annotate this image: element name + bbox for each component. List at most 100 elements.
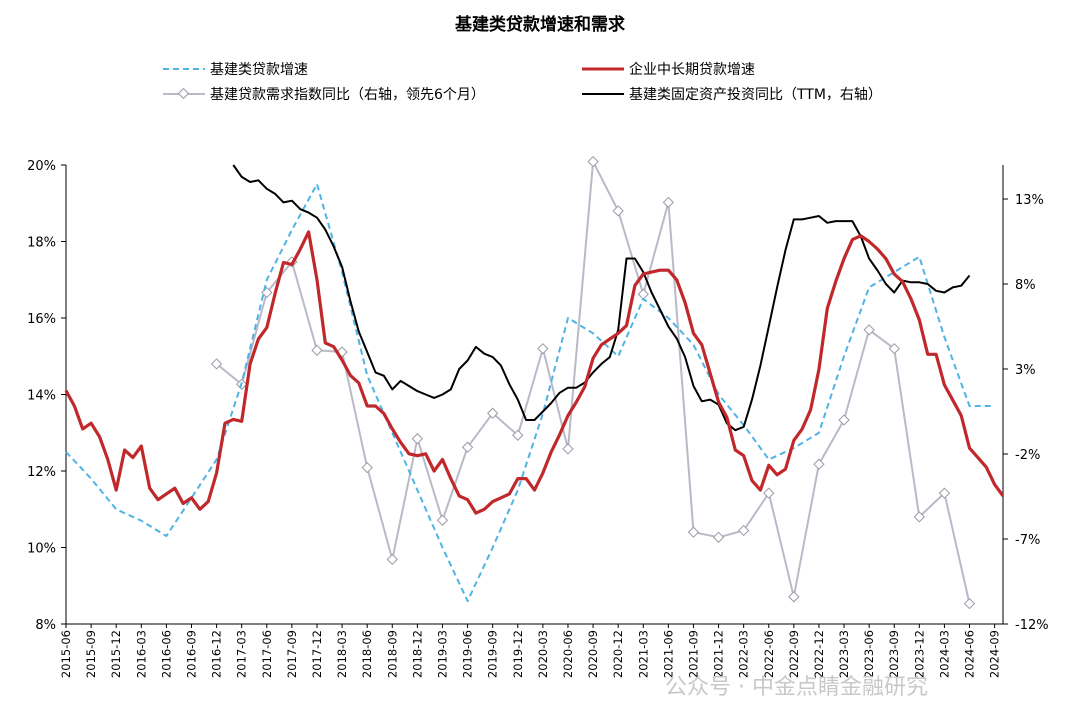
x-tick-label: 2022-03 (737, 630, 751, 678)
legend: 基建类贷款增速 企业中长期贷款增速 基建贷款需求指数同比（右轴，领先6个月） 基… (163, 61, 882, 103)
x-tick-label: 2021-06 (661, 630, 675, 678)
x-tick-label: 2022-09 (787, 630, 801, 678)
x-tick-label: 2015-06 (59, 630, 73, 678)
data-point (562, 443, 574, 455)
x-tick-label: 2016-03 (134, 630, 148, 678)
legend-item-infra-fai: 基建类固定资产投资同比（TTM，右轴） (582, 86, 882, 103)
data-point (888, 342, 900, 355)
data-point (210, 358, 223, 370)
data-point (587, 155, 599, 168)
x-tick-label: 2016-12 (210, 630, 224, 678)
x-tick-label: 2017-06 (260, 630, 274, 678)
data-point (863, 324, 875, 336)
x-tick-label: 2024-09 (988, 630, 1002, 678)
data-point (913, 511, 925, 523)
left-tick-label: 16% (27, 312, 56, 327)
data-point (712, 531, 725, 543)
x-tick-label: 2024-06 (963, 630, 977, 678)
plot-area (64, 155, 1005, 610)
legend-label: 基建类固定资产投资同比（TTM，右轴） (629, 86, 882, 103)
series-line (232, 164, 971, 432)
x-tick-label: 2020-09 (586, 630, 600, 678)
data-point (963, 597, 976, 610)
x-tick-label: 2023-09 (887, 630, 901, 678)
left-tick-label: 14% (27, 389, 56, 404)
legend-item-infra-loan-growth: 基建类贷款增速 (163, 61, 308, 78)
x-tick-label: 2018-06 (360, 630, 374, 678)
data-point (537, 342, 549, 355)
left-tick-label: 10% (27, 542, 56, 557)
left-tick-label: 12% (27, 465, 56, 480)
x-tick-label: 2024-03 (937, 630, 951, 678)
diamond-marker-icon (177, 87, 190, 100)
right-tick-label: -2% (1015, 448, 1040, 463)
data-point (737, 524, 750, 537)
x-tick-label: 2017-09 (285, 630, 299, 678)
data-point (763, 487, 775, 499)
data-point (436, 514, 449, 526)
x-tick-label: 2019-09 (486, 630, 500, 678)
right-tick-label: 13% (1015, 193, 1044, 208)
legend-item-corp-loan-growth: 企业中长期贷款增速 (582, 61, 755, 78)
data-point (938, 487, 951, 499)
x-tick-label: 2022-06 (762, 630, 776, 678)
x-tick-label: 2021-12 (712, 630, 726, 678)
x-tick-label: 2015-12 (109, 630, 123, 678)
legend-label: 基建类贷款增速 (210, 61, 308, 78)
x-tick-label: 2022-12 (812, 630, 826, 678)
data-point (461, 441, 474, 453)
legend-label: 基建贷款需求指数同比（右轴，领先6个月） (210, 86, 485, 103)
legend-item-loan-demand-index: 基建贷款需求指数同比（右轴，领先6个月） (163, 86, 485, 103)
series-line (64, 230, 1005, 515)
data-point (311, 344, 323, 356)
data-point (386, 553, 398, 566)
x-tick-label: 2018-03 (335, 630, 349, 678)
x-tick-label: 2017-12 (310, 630, 324, 678)
right-tick-label: 8% (1015, 278, 1036, 293)
data-point (411, 433, 424, 445)
data-point (612, 205, 624, 217)
left-tick-label: 20% (27, 159, 56, 174)
x-tick-label: 2021-03 (636, 630, 650, 678)
left-tick-label: 18% (27, 236, 56, 251)
axes: 8% 10% 12% 14% 16% 18% 20% -12% -7% -2% 3% 8% 13% 201… (27, 159, 1049, 678)
x-tick-label: 2023-12 (912, 630, 926, 678)
x-tick-label: 2016-06 (159, 630, 173, 678)
series-infra-fai (232, 164, 971, 432)
x-tick-label: 2021-09 (686, 630, 700, 678)
right-tick-label: -12% (1015, 618, 1049, 633)
legend-label: 企业中长期贷款增速 (629, 61, 755, 78)
x-tick-label: 2019-12 (511, 630, 525, 678)
x-tick-label: 2018-12 (410, 630, 424, 678)
x-tick-label: 2019-03 (435, 630, 449, 678)
watermark: 公众号 · 中金点睛金融研究 (665, 675, 928, 700)
data-point (788, 591, 800, 603)
data-point (512, 429, 524, 441)
left-tick-label: 8% (35, 618, 56, 633)
series-line (65, 183, 995, 603)
series-infra-loan-growth (65, 183, 995, 603)
data-point (487, 407, 499, 419)
right-tick-label: -7% (1015, 533, 1040, 548)
chart-title: 基建类贷款增速和需求 (454, 14, 625, 35)
data-point (361, 461, 373, 474)
x-tick-label: 2020-12 (611, 630, 625, 678)
x-tick-label: 2016-09 (184, 630, 198, 678)
series-corp-loan-growth (64, 230, 1005, 515)
data-point (662, 196, 675, 209)
series-loan-demand-index (210, 155, 976, 610)
data-point (813, 458, 825, 470)
right-tick-label: 3% (1015, 363, 1036, 378)
x-tick-label: 2023-06 (862, 630, 876, 678)
x-tick-label: 2023-03 (837, 630, 851, 678)
data-point (637, 288, 649, 300)
data-point (687, 526, 700, 538)
x-tick-label: 2020-03 (536, 630, 550, 678)
x-tick-label: 2015-09 (84, 630, 98, 678)
x-tick-label: 2020-06 (561, 630, 575, 678)
x-tick-label: 2017-03 (235, 630, 249, 678)
x-tick-label: 2019-06 (461, 630, 475, 678)
x-tick-label: 2018-09 (385, 630, 399, 678)
data-point (838, 414, 850, 426)
